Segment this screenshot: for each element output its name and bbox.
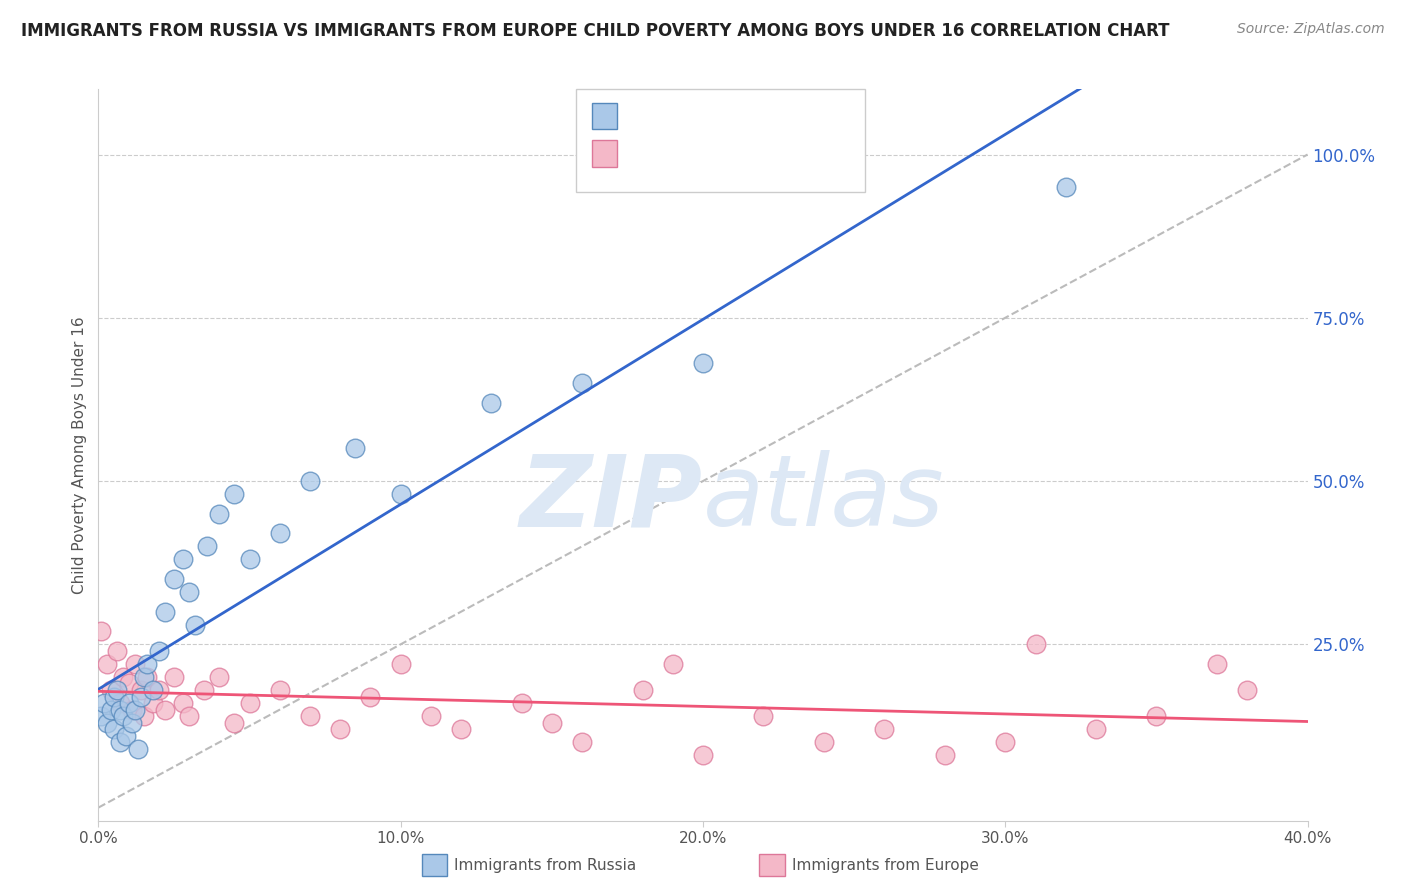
Point	[193, 683, 215, 698]
Point	[1144, 709, 1167, 723]
Text: -0.150: -0.150	[668, 144, 727, 161]
Text: Immigrants from Russia: Immigrants from Russia	[454, 858, 637, 872]
Point	[752, 709, 775, 723]
Text: Immigrants from Europe: Immigrants from Europe	[792, 858, 979, 872]
Point	[224, 715, 246, 730]
Point	[148, 683, 170, 698]
Point	[208, 507, 231, 521]
Point	[124, 657, 146, 671]
Point	[1206, 657, 1229, 671]
Text: IMMIGRANTS FROM RUSSIA VS IMMIGRANTS FROM EUROPE CHILD POVERTY AMONG BOYS UNDER : IMMIGRANTS FROM RUSSIA VS IMMIGRANTS FRO…	[21, 22, 1170, 40]
Point	[389, 487, 412, 501]
Point	[121, 715, 143, 730]
Point	[481, 395, 503, 409]
Point	[269, 526, 291, 541]
Point	[239, 552, 262, 566]
Point	[172, 696, 194, 710]
Point	[450, 723, 472, 737]
Point	[142, 696, 165, 710]
Text: 45: 45	[773, 144, 796, 161]
Point	[692, 748, 714, 763]
Point	[148, 644, 170, 658]
Text: R =: R =	[626, 106, 662, 124]
Text: N =: N =	[735, 106, 772, 124]
Point	[269, 683, 291, 698]
Point	[540, 715, 562, 730]
Point	[105, 683, 128, 698]
Point	[172, 552, 194, 566]
Point	[184, 617, 207, 632]
Point	[329, 723, 352, 737]
Point	[510, 696, 533, 710]
Point	[124, 703, 146, 717]
Point	[108, 735, 131, 749]
Point	[121, 703, 143, 717]
Point	[661, 657, 683, 671]
Point	[163, 572, 186, 586]
Point	[344, 442, 367, 456]
Point	[239, 696, 262, 710]
Text: atlas: atlas	[703, 450, 945, 548]
Text: N =: N =	[735, 144, 772, 161]
Point	[100, 703, 122, 717]
Point	[389, 657, 412, 671]
Point	[118, 676, 141, 690]
Point	[571, 376, 593, 390]
Point	[142, 683, 165, 698]
Point	[93, 696, 115, 710]
Point	[1054, 180, 1077, 194]
Point	[360, 690, 382, 704]
Point	[90, 624, 112, 639]
Text: Source: ZipAtlas.com: Source: ZipAtlas.com	[1237, 22, 1385, 37]
Point	[692, 356, 714, 371]
Point	[420, 709, 443, 723]
Point	[934, 748, 956, 763]
Point	[111, 709, 134, 723]
Point	[153, 605, 176, 619]
Point	[129, 683, 152, 698]
Point	[90, 709, 112, 723]
Point	[179, 709, 201, 723]
Point	[129, 690, 152, 704]
Point	[631, 683, 654, 698]
Point	[96, 657, 118, 671]
Point	[111, 670, 134, 684]
Point	[114, 729, 136, 743]
Point	[208, 670, 231, 684]
Point	[135, 657, 157, 671]
Point	[299, 474, 322, 488]
Point	[96, 715, 118, 730]
Point	[179, 585, 201, 599]
Point	[994, 735, 1017, 749]
Point	[108, 703, 131, 717]
Point	[127, 741, 149, 756]
Point	[153, 703, 176, 717]
Point	[103, 690, 125, 704]
Text: R =: R =	[626, 144, 662, 161]
Point	[813, 735, 835, 749]
Point	[103, 723, 125, 737]
Point	[1236, 683, 1258, 698]
Point	[132, 709, 155, 723]
Point	[118, 696, 141, 710]
Point	[195, 539, 218, 553]
Point	[571, 735, 593, 749]
Point	[100, 683, 122, 698]
Point	[224, 487, 246, 501]
Point	[1085, 723, 1108, 737]
Y-axis label: Child Poverty Among Boys Under 16: Child Poverty Among Boys Under 16	[72, 316, 87, 594]
Text: 0.517: 0.517	[668, 106, 725, 124]
Point	[105, 644, 128, 658]
Point	[108, 696, 131, 710]
Point	[299, 709, 322, 723]
Text: 37: 37	[773, 106, 797, 124]
Point	[135, 670, 157, 684]
Point	[873, 723, 896, 737]
Point	[132, 670, 155, 684]
Point	[1024, 637, 1046, 651]
Text: ZIP: ZIP	[520, 450, 703, 548]
Point	[163, 670, 186, 684]
